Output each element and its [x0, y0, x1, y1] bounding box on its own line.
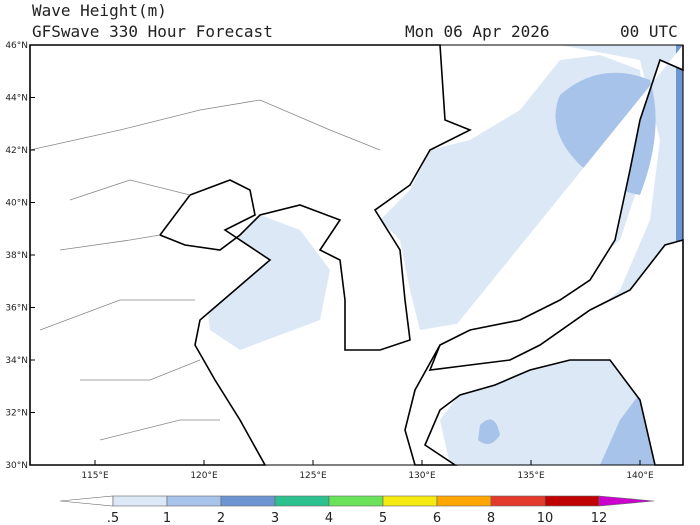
lon-label: 115°E	[81, 471, 109, 481]
map	[29, 44, 684, 466]
colorbar-box	[382, 495, 438, 507]
lat-label: 42°N	[5, 146, 28, 156]
shade-medium	[478, 419, 500, 444]
colorbar-box	[166, 495, 222, 507]
colorbar-high	[598, 495, 655, 507]
colorbar-box	[328, 495, 384, 507]
colorbar-low	[59, 495, 114, 507]
colorbar-label: 4	[325, 511, 333, 525]
date: Mon 06 Apr 2026	[405, 22, 550, 41]
map-axes: 30°N 32°N 34°N 36°N 38°N 40°N 42°N 44°N 46°N 115°…	[5, 41, 654, 481]
colorbar-label: 3	[271, 511, 279, 525]
lat-label: 34°N	[5, 356, 28, 366]
colorbar-label: 5	[379, 511, 387, 525]
lat-label: 44°N	[5, 94, 28, 104]
lon-label: 125°E	[299, 471, 327, 481]
lon-label: 120°E	[190, 471, 218, 481]
lat-label: 32°N	[5, 409, 28, 419]
time: 00 UTC	[620, 22, 678, 41]
colorbar-box	[112, 495, 168, 507]
province-borders	[29, 99, 381, 441]
title: Wave Height(m)	[32, 1, 167, 20]
lat-label: 40°N	[5, 199, 28, 209]
colorbar-label: 12	[591, 511, 608, 525]
colorbar-label: 10	[537, 511, 554, 525]
colorbar-label: 1	[163, 511, 171, 525]
colorbar-label: 8	[487, 511, 495, 525]
land-mainland	[29, 44, 472, 466]
colorbar-label: 6	[433, 511, 441, 525]
lat-label: 36°N	[5, 304, 28, 314]
lat-label: 46°N	[5, 41, 28, 51]
colorbar-box	[436, 495, 492, 507]
land-japan	[404, 45, 684, 466]
lon-label: 130°E	[408, 471, 436, 481]
colorbar-label: 2	[217, 511, 225, 525]
colorbar-box	[490, 495, 546, 507]
lat-label: 38°N	[5, 251, 28, 261]
colorbar-box	[544, 495, 600, 507]
colorbar: .5 1 2 3 4 5 6 8 10 12	[59, 495, 655, 525]
lon-label: 135°E	[517, 471, 545, 481]
lat-label: 30°N	[5, 461, 28, 471]
lon-label: 140°E	[626, 471, 654, 481]
colorbar-label: .5	[107, 511, 119, 525]
subtitle: GFSwave 330 Hour Forecast	[32, 22, 273, 41]
colorbar-box	[220, 495, 276, 507]
colorbar-box	[274, 495, 330, 507]
